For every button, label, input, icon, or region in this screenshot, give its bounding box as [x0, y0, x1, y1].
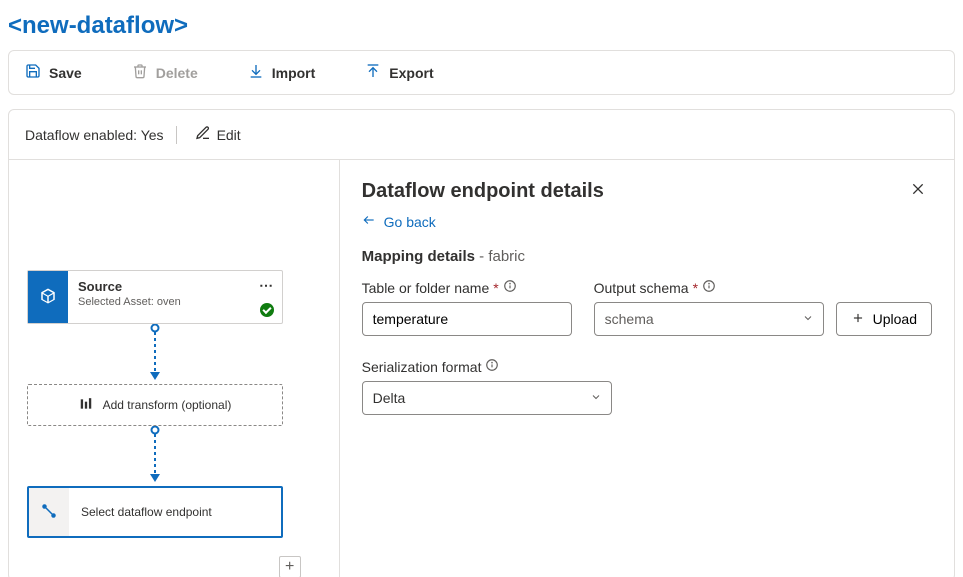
- trash-icon: [132, 63, 148, 82]
- arrow-left-icon: [362, 213, 376, 230]
- import-button[interactable]: Import: [244, 61, 320, 84]
- upload-icon: [365, 63, 381, 82]
- flow-arrow: [148, 324, 162, 382]
- save-label: Save: [49, 65, 82, 81]
- upload-button[interactable]: Upload: [836, 302, 932, 336]
- section-title-text: Mapping details: [362, 248, 475, 265]
- output-schema-select[interactable]: schema: [594, 302, 824, 336]
- close-icon: [910, 185, 926, 200]
- required-mark: *: [693, 280, 698, 296]
- section-subtitle: fabric: [488, 248, 525, 265]
- close-button[interactable]: [904, 180, 932, 201]
- info-icon[interactable]: [702, 279, 716, 296]
- go-back-button[interactable]: Go back: [362, 213, 436, 230]
- import-label: Import: [272, 65, 316, 81]
- serialization-value: Delta: [373, 390, 406, 406]
- endpoint-label: Select dataflow endpoint: [81, 505, 212, 519]
- dataflow-enabled-text: Dataflow enabled: Yes: [25, 127, 164, 143]
- download-icon: [248, 63, 264, 82]
- info-icon[interactable]: [485, 358, 499, 375]
- node-select-endpoint[interactable]: Select dataflow endpoint: [27, 486, 283, 538]
- info-icon[interactable]: [503, 279, 517, 296]
- output-schema-placeholder: schema: [605, 311, 654, 327]
- pencil-icon: [195, 125, 211, 144]
- transform-label: Add transform (optional): [103, 398, 232, 412]
- node-source[interactable]: Source Selected Asset: oven ⋯: [27, 270, 283, 324]
- transform-icon: [79, 397, 93, 414]
- save-button[interactable]: Save: [21, 61, 86, 84]
- details-panel: Dataflow endpoint details Go back Mappin…: [340, 160, 954, 577]
- edit-button[interactable]: Edit: [189, 124, 247, 145]
- table-name-label: Table or folder name: [362, 280, 490, 296]
- check-icon: [260, 303, 274, 317]
- table-name-input[interactable]: [362, 302, 572, 336]
- section-title: Mapping details - fabric: [362, 248, 932, 265]
- source-subtitle: Selected Asset: oven: [78, 296, 272, 308]
- panel-title: Dataflow endpoint details: [362, 180, 932, 203]
- serialization-label: Serialization format: [362, 359, 482, 375]
- export-label: Export: [389, 65, 433, 81]
- save-icon: [25, 63, 41, 82]
- flow-canvas: Source Selected Asset: oven ⋯: [9, 160, 340, 577]
- delete-label: Delete: [156, 65, 198, 81]
- divider: [176, 126, 177, 144]
- toolbar: Save Delete Import Export: [8, 50, 955, 95]
- output-schema-label: Output schema: [594, 280, 689, 296]
- node-add-transform[interactable]: Add transform (optional): [27, 384, 283, 426]
- source-label: Source: [78, 279, 272, 294]
- plus-icon: [851, 311, 865, 328]
- serialization-select[interactable]: Delta: [362, 381, 612, 415]
- add-node-button[interactable]: +: [279, 556, 301, 577]
- edit-label: Edit: [217, 127, 241, 143]
- delete-button: Delete: [128, 61, 202, 84]
- export-button[interactable]: Export: [361, 61, 437, 84]
- flow-arrow: [148, 426, 162, 484]
- upload-label: Upload: [873, 311, 917, 327]
- go-back-label: Go back: [384, 214, 436, 230]
- cube-icon: [39, 287, 57, 308]
- more-icon[interactable]: ⋯: [259, 277, 274, 294]
- required-mark: *: [493, 280, 498, 296]
- page-title: <new-dataflow>: [8, 8, 955, 50]
- endpoint-icon: [40, 502, 58, 523]
